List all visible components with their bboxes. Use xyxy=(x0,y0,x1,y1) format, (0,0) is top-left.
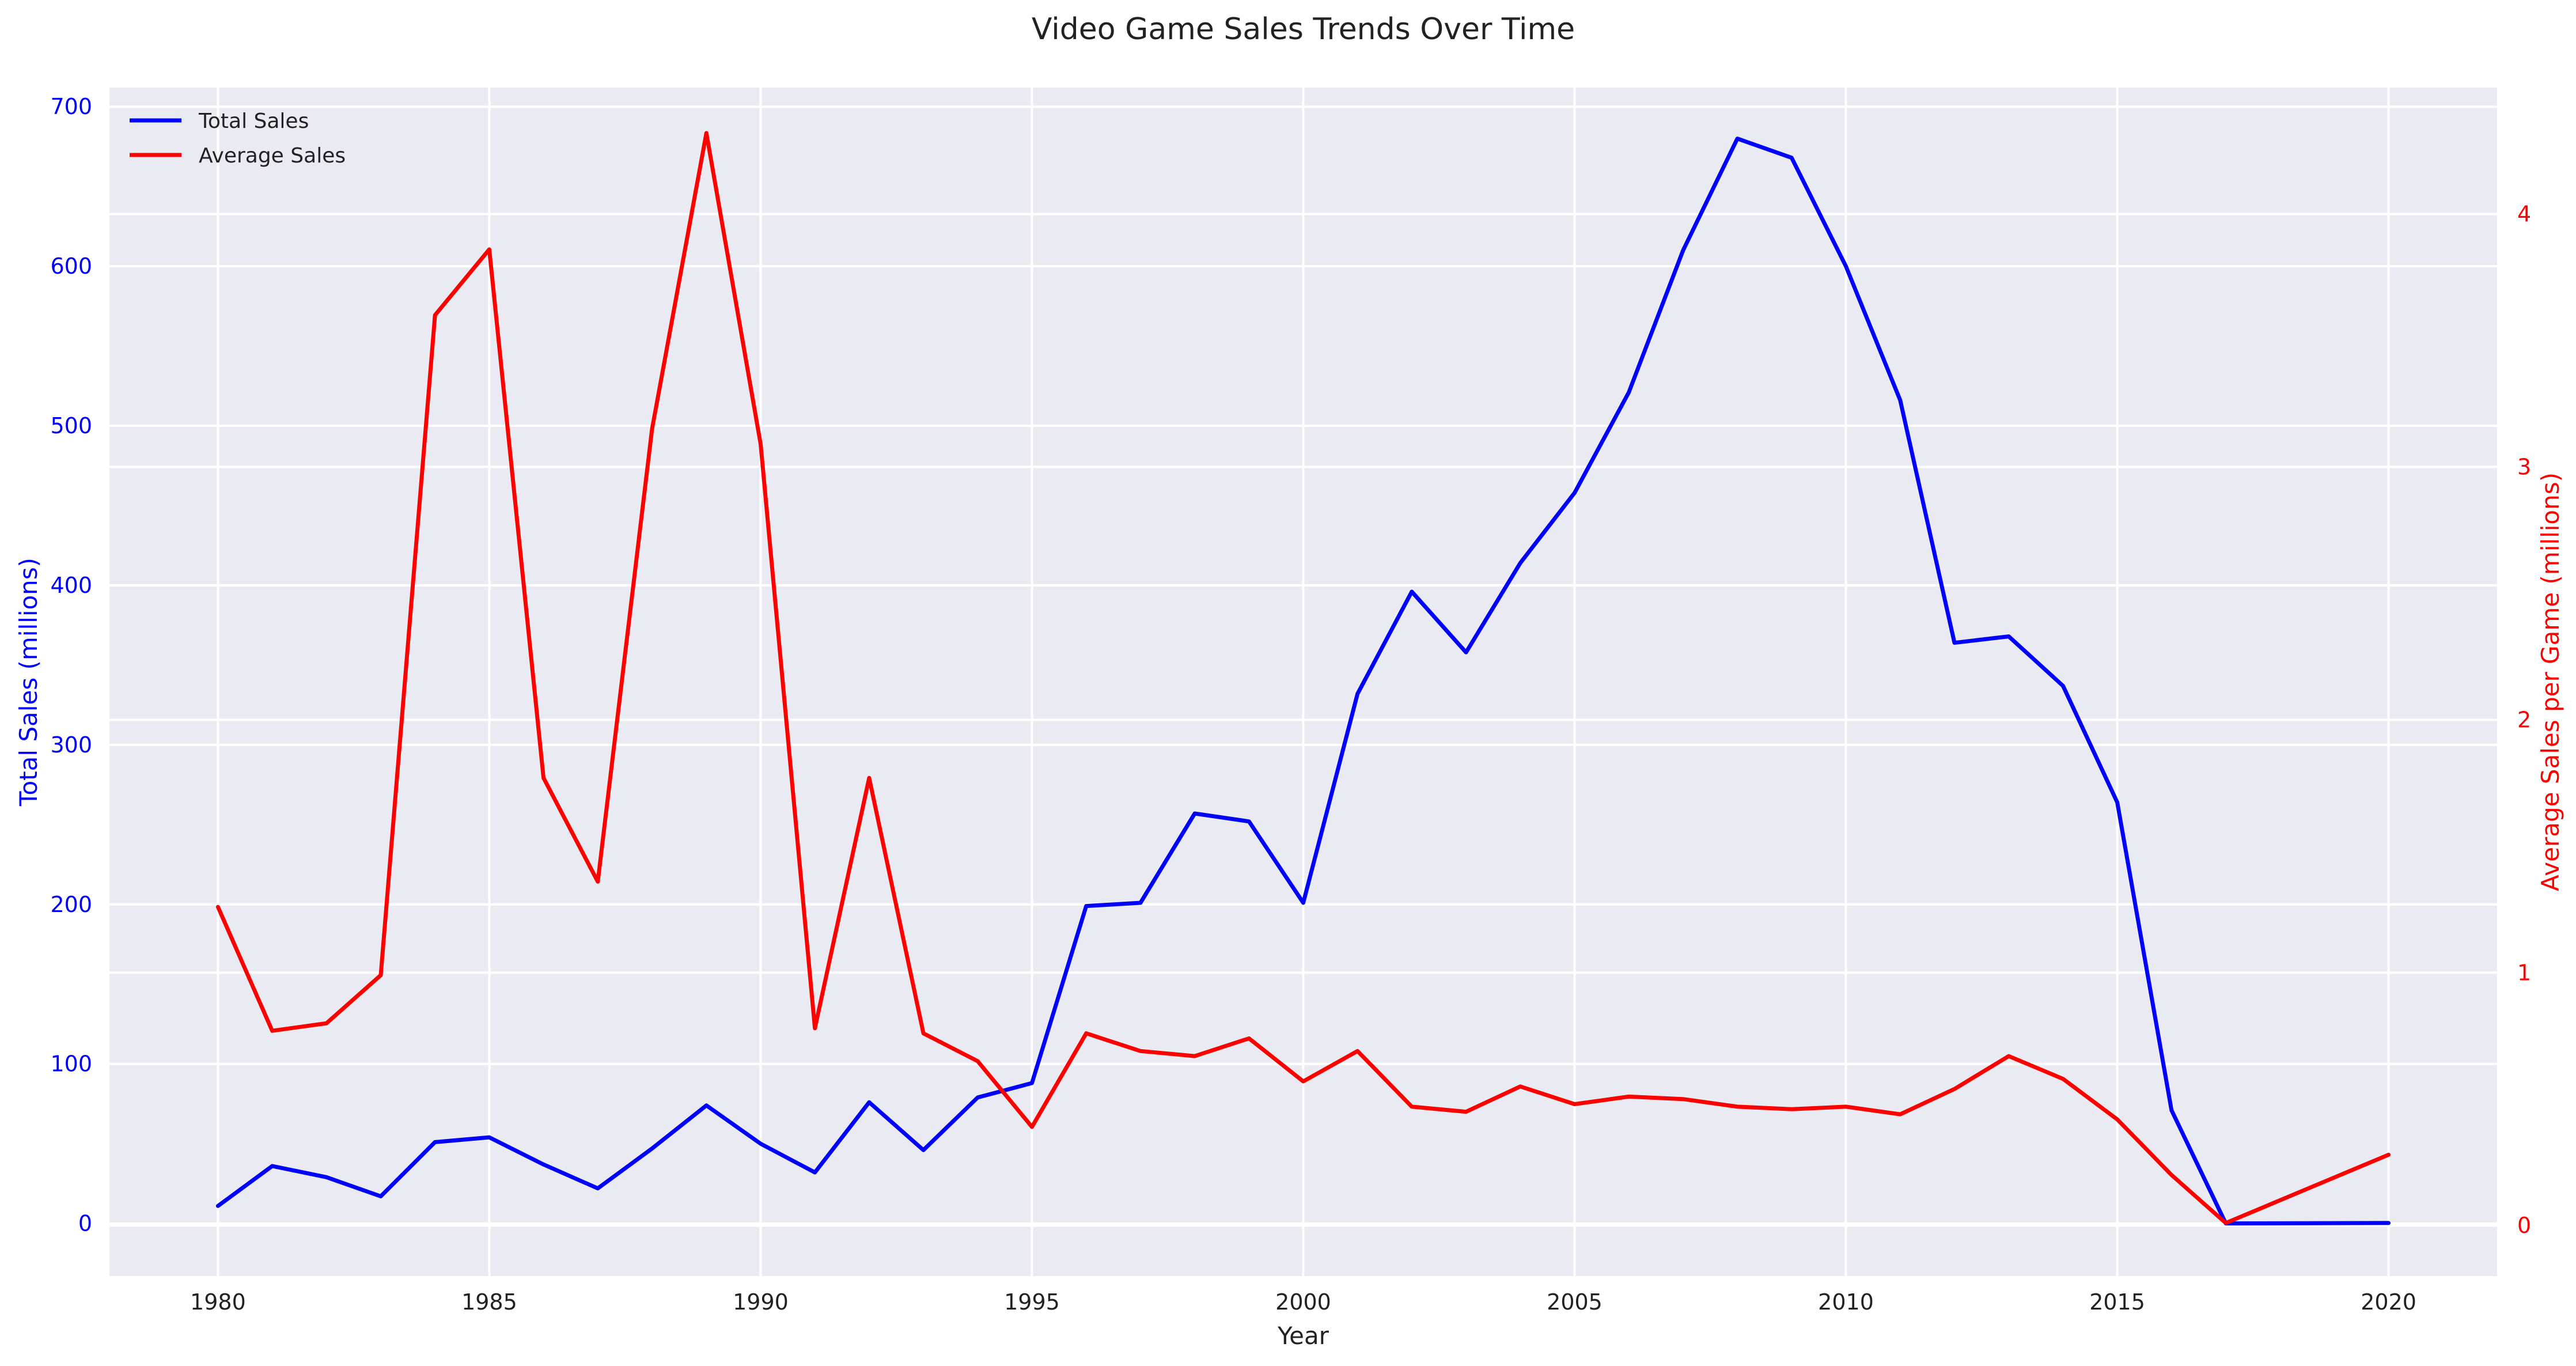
x-tick-label: 2015 xyxy=(2089,1289,2145,1315)
x-tick-label: 2000 xyxy=(1275,1289,1331,1315)
y-left-tick-label: 300 xyxy=(50,732,92,758)
y-left-tick-label: 200 xyxy=(50,892,92,917)
y-right-tick-label: 1 xyxy=(2517,960,2531,985)
y-left-tick-label: 700 xyxy=(50,94,92,119)
x-tick-label: 1980 xyxy=(190,1289,246,1315)
y-left-tick-label: 500 xyxy=(50,413,92,438)
x-tick-label: 2020 xyxy=(2361,1289,2416,1315)
y-right-tick-label: 3 xyxy=(2517,454,2531,479)
y-right-tick-label: 2 xyxy=(2517,707,2531,732)
y-axis-label-right: Average Sales per Game (millions) xyxy=(2536,472,2564,891)
legend-label: Average Sales xyxy=(199,144,346,168)
x-tick-label: 1985 xyxy=(461,1289,517,1315)
series-line-average-sales xyxy=(215,131,2391,1225)
x-tick-label: 2005 xyxy=(1547,1289,1603,1315)
x-tick-label: 1995 xyxy=(1004,1289,1060,1315)
legend-label: Total Sales xyxy=(198,109,309,133)
y-axis-label-left: Total Sales (millions) xyxy=(14,558,43,807)
chart-title: Video Game Sales Trends Over Time xyxy=(1032,12,1575,47)
y-right-tick-label: 4 xyxy=(2517,201,2531,226)
y-right-tick-label: 0 xyxy=(2517,1213,2531,1238)
x-tick-label: 2010 xyxy=(1818,1289,1874,1315)
y-left-tick-label: 100 xyxy=(50,1051,92,1077)
x-axis-label: Year xyxy=(1277,1322,1329,1350)
y-left-tick-label: 400 xyxy=(50,573,92,598)
x-tick-label: 1990 xyxy=(733,1289,789,1315)
series-line-total-sales xyxy=(215,137,2391,1225)
y-left-tick-label: 0 xyxy=(78,1211,92,1236)
y-left-tick-label: 600 xyxy=(50,253,92,279)
